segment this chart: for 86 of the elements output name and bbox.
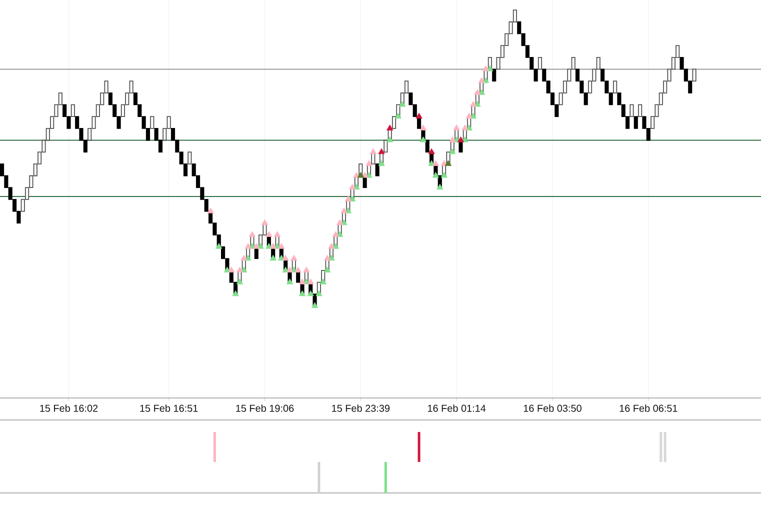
x-tick-label: 15 Feb 23:39 [332,404,390,412]
candlestick [538,56,542,70]
point [261,219,268,226]
point [324,254,331,261]
point [324,266,331,272]
point [378,148,385,154]
point [370,148,376,154]
point [216,242,222,249]
point [420,124,427,130]
point [290,254,298,261]
candlestick [613,80,618,94]
point [436,184,444,190]
point [274,231,281,237]
point [248,231,256,237]
point [228,266,235,272]
point [420,136,427,142]
point [332,231,339,237]
point [386,136,394,142]
point [336,219,344,226]
candlestick [630,104,634,118]
point [298,290,306,296]
candlestick [692,68,696,82]
point [478,77,485,84]
point [244,242,252,249]
point [344,196,352,202]
point [474,89,481,95]
point [270,242,276,249]
x-tick-label: 16 Feb 01:14 [428,404,486,412]
candlestick [188,152,192,164]
point [462,124,468,130]
point [253,242,260,249]
point [416,112,422,119]
point [349,184,356,190]
point [482,65,490,72]
point [449,136,456,142]
point [266,231,272,237]
x-tick-label: 16 Feb 03:50 [524,404,582,412]
point [399,100,406,107]
candlestick [70,104,75,118]
candlestick [392,116,396,129]
point [432,160,440,166]
point [453,124,460,130]
x-tick-label: 15 Feb 16:02 [40,404,98,412]
point [298,278,306,284]
point [307,278,314,284]
point [307,290,314,296]
point [240,254,248,261]
point [428,148,435,154]
x-tick-label: 15 Feb 16:51 [140,404,198,412]
candlestick [425,140,430,153]
point [311,302,318,308]
point [232,290,239,296]
point [457,136,464,142]
point [316,290,322,296]
point [286,266,294,272]
candlestick [638,104,642,118]
candlestick [492,68,496,82]
point [378,160,385,166]
x-tick-label: 15 Feb 19:06 [236,404,294,412]
point [328,242,335,249]
candlestick [634,116,638,129]
point [466,112,472,119]
candlestick [384,140,388,153]
point [440,172,448,178]
point [366,160,372,166]
point [386,124,394,130]
point [236,266,244,272]
point [357,172,364,178]
point [432,172,440,178]
point [270,254,276,261]
candlestick [375,163,380,176]
point [444,160,452,166]
point [294,266,302,272]
point [207,207,214,214]
point [449,148,456,154]
point [282,254,289,261]
point [394,112,402,119]
point [286,278,294,284]
x-tick-label: 16 Feb 06:51 [620,404,678,412]
point [340,207,348,214]
point [470,100,477,107]
candlestick [150,116,154,129]
point [320,278,326,284]
point [303,266,310,272]
point [278,242,285,249]
point [236,278,244,284]
